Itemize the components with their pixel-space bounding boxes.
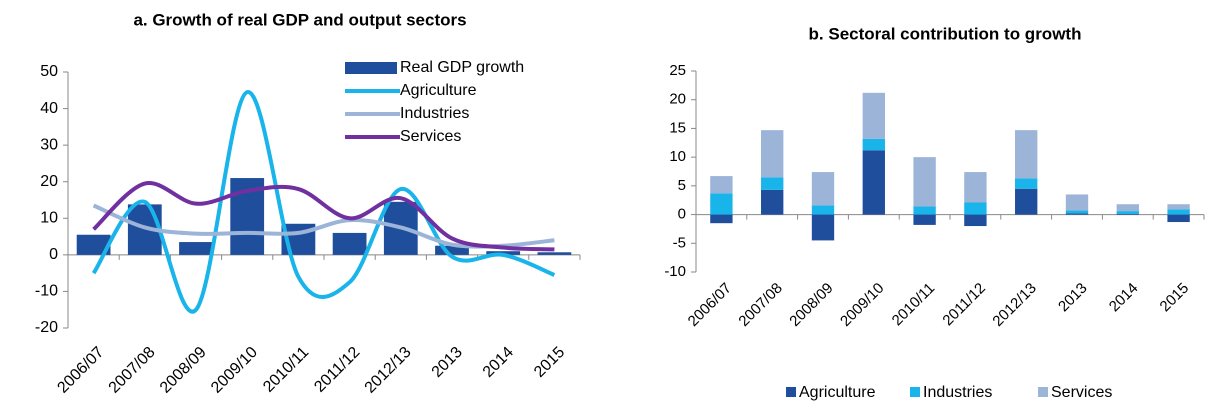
y-tick-label: 20 bbox=[40, 173, 58, 190]
legend-label: Agriculture bbox=[799, 384, 876, 401]
bar-segment bbox=[964, 172, 987, 203]
bar bbox=[332, 232, 367, 255]
legend-swatch bbox=[345, 62, 397, 74]
bar-segment bbox=[710, 176, 733, 194]
legend-label: Services bbox=[400, 128, 461, 145]
x-tick-label: 2007/08 bbox=[106, 344, 159, 397]
y-tick-label: 30 bbox=[40, 136, 58, 153]
x-tick-label: 2009/10 bbox=[208, 344, 261, 397]
x-tick-label: 2007/08 bbox=[735, 280, 785, 330]
x-tick-label: 2015 bbox=[531, 344, 568, 381]
bar-segment bbox=[1065, 210, 1089, 214]
bar-segment bbox=[862, 150, 885, 215]
bar-segment bbox=[811, 205, 835, 215]
x-tick-label: 2012/13 bbox=[989, 280, 1039, 330]
legend-swatch bbox=[786, 387, 796, 397]
y-tick-label: 0 bbox=[678, 206, 686, 223]
bar-segment bbox=[1167, 209, 1190, 215]
legend-label: Agriculture bbox=[400, 82, 477, 99]
x-tick-label: 2013 bbox=[429, 344, 466, 381]
bar-segment bbox=[1065, 213, 1089, 215]
x-tick-label: 2015 bbox=[1157, 280, 1193, 316]
line bbox=[92, 181, 555, 252]
y-tick-label: 20 bbox=[669, 91, 686, 108]
bar-segment bbox=[913, 157, 936, 207]
bar-segment bbox=[1015, 130, 1038, 179]
legend-label: Services bbox=[1051, 384, 1112, 401]
y-tick-label: 15 bbox=[669, 119, 686, 136]
bar-segment bbox=[1167, 214, 1190, 223]
bar-segment bbox=[761, 177, 784, 190]
bar-segment bbox=[1116, 211, 1139, 214]
bar-segment bbox=[1015, 178, 1038, 189]
bar-segment bbox=[1116, 204, 1139, 212]
x-tick-label: 2014 bbox=[1106, 280, 1142, 316]
line bbox=[91, 90, 556, 314]
bar bbox=[76, 234, 111, 255]
x-tick-label: 2011/12 bbox=[939, 280, 989, 330]
x-tick-label: 2006/07 bbox=[685, 280, 735, 330]
bar-segment bbox=[913, 214, 936, 225]
x-tick-label: 2008/09 bbox=[157, 344, 210, 397]
bar bbox=[435, 245, 469, 255]
legend-label: Industries bbox=[923, 384, 992, 401]
x-tick-label: 2013 bbox=[1055, 280, 1091, 316]
x-tick-label: 2014 bbox=[480, 344, 517, 381]
bar bbox=[179, 242, 213, 255]
bar-segment bbox=[1116, 213, 1139, 215]
bar-segment bbox=[761, 189, 784, 215]
bar-segment bbox=[913, 206, 936, 215]
bar-segment bbox=[1167, 204, 1190, 210]
x-tick-label: 2010/11 bbox=[260, 344, 312, 396]
x-tick-label: 2006/07 bbox=[54, 344, 107, 397]
y-tick-label: 10 bbox=[40, 210, 58, 227]
y-tick-label: -10 bbox=[35, 283, 58, 300]
y-tick-label: -5 bbox=[673, 234, 686, 251]
x-tick-label: 2008/09 bbox=[786, 280, 836, 330]
legend-swatch bbox=[1038, 387, 1048, 397]
chart-title: a. Growth of real GDP and output sectors bbox=[133, 10, 466, 29]
legend-swatch bbox=[910, 387, 920, 397]
bar-segment bbox=[761, 130, 784, 178]
bar-segment bbox=[964, 202, 987, 215]
bar bbox=[537, 252, 572, 255]
bar-segment bbox=[862, 138, 885, 151]
y-tick-label: 50 bbox=[40, 63, 58, 80]
x-tick-label: 2012/13 bbox=[362, 344, 415, 397]
bar-segment bbox=[710, 214, 733, 224]
bar-segment bbox=[811, 214, 835, 241]
legend-label: Industries bbox=[400, 105, 469, 122]
legend-label: Real GDP growth bbox=[400, 59, 524, 76]
y-tick-label: 5 bbox=[678, 177, 686, 194]
bar-segment bbox=[862, 92, 885, 139]
bar-segment bbox=[811, 172, 835, 206]
bar-segment bbox=[1065, 194, 1089, 211]
x-tick-label: 2011/12 bbox=[311, 344, 363, 396]
bar-segment bbox=[964, 214, 987, 227]
x-tick-label: 2009/10 bbox=[837, 280, 887, 330]
chart-title: b. Sectoral contribution to growth bbox=[809, 24, 1082, 43]
y-tick-label: -10 bbox=[664, 263, 686, 280]
bar-segment bbox=[1015, 188, 1038, 215]
y-tick-label: 10 bbox=[669, 148, 686, 165]
y-tick-label: 40 bbox=[40, 100, 58, 117]
y-tick-label: 25 bbox=[669, 62, 686, 79]
y-tick-label: -20 bbox=[35, 319, 58, 336]
y-tick-label: 0 bbox=[49, 246, 58, 263]
x-tick-label: 2010/11 bbox=[889, 280, 939, 330]
bar-segment bbox=[710, 193, 733, 215]
